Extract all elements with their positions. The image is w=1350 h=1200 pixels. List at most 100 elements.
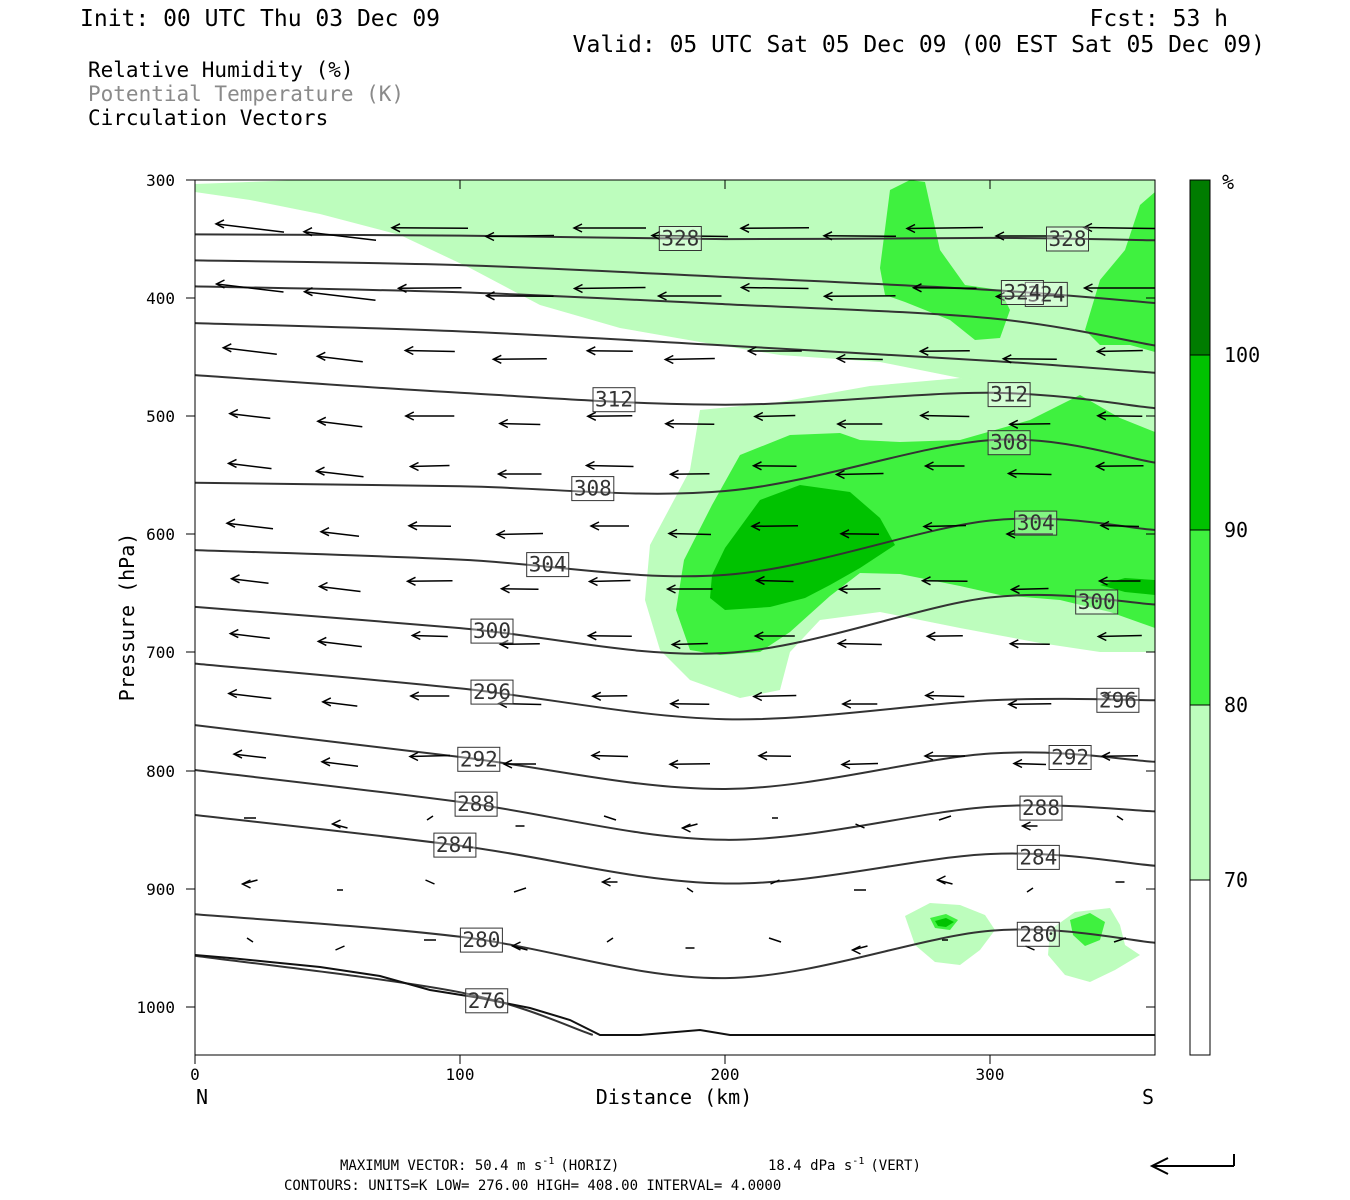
circulation-vector: [303, 230, 377, 242]
vector-arrowhead: [746, 346, 757, 356]
circulation-vector: [501, 588, 539, 591]
vector-arrowhead: [240, 879, 251, 889]
contour-label-text: 304: [529, 553, 567, 577]
circulation-vector: [1097, 349, 1143, 353]
contour-label-text: 280: [462, 928, 500, 952]
vector-arrowhead: [407, 521, 418, 531]
circulation-vector: [923, 524, 967, 528]
circulation-vector: [756, 579, 794, 583]
circulation-vector: [493, 358, 547, 361]
vector-arrowhead: [502, 759, 513, 769]
colorbar-bin-70-80: [1189, 704, 1211, 881]
contour-label-300: 300: [470, 618, 514, 644]
vector-arrowhead: [484, 231, 495, 242]
vector-arrowhead: [302, 287, 313, 297]
vector-arrowhead: [663, 354, 674, 365]
circulation-vector: [751, 525, 799, 528]
vector-arrowhead: [600, 877, 611, 887]
circulation-vector: [665, 423, 715, 426]
vector-arrowhead: [316, 636, 327, 647]
vector-arrowhead: [315, 351, 326, 361]
contour-label-box: [526, 552, 570, 578]
contour-label-box: [470, 679, 514, 705]
contour-label-308: 308: [571, 476, 615, 502]
circulation-vector: [1100, 524, 1140, 528]
circulation-vector: [391, 227, 469, 230]
vector-arrowhead: [330, 819, 341, 829]
contour-label-text: 304: [1017, 511, 1055, 535]
vector-arrowhead: [227, 688, 238, 699]
contour-label-292: 292: [1048, 745, 1092, 770]
circulation-vector: [317, 420, 363, 428]
vector-arrowhead: [319, 527, 330, 537]
valid-time: Valid: 05 UTC Sat 05 Dec 09 (00 EST Sat …: [573, 32, 1265, 58]
circulation-vector: [398, 287, 462, 290]
theta-contour-288: [195, 769, 1155, 841]
circulation-vector: [405, 349, 455, 353]
contour-label-text: 308: [990, 431, 1028, 455]
circulation-vector: [1003, 358, 1057, 361]
circulation-vector: [322, 701, 358, 707]
circulation-vector: [215, 223, 285, 233]
circulation-vector: [316, 470, 364, 478]
theta-contour-300: [195, 593, 1155, 655]
vector-arrowhead: [1094, 461, 1105, 471]
contour-label-text: 328: [661, 227, 699, 251]
contour-label-324: 324: [1024, 281, 1068, 307]
contour-label-text: 324: [1027, 282, 1065, 306]
contour-label-box: [1024, 281, 1068, 307]
y-tick-500: 500: [146, 407, 175, 426]
vector-arrowhead: [229, 574, 240, 584]
colorbar-label-70: 70: [1224, 868, 1248, 892]
circulation-vector: [425, 879, 435, 885]
contour-label-296: 296: [470, 679, 514, 705]
theta-contour-280: [195, 913, 1155, 980]
vector-arrowhead: [403, 345, 414, 356]
circulation-vector: [1026, 887, 1034, 893]
vector-arrowhead: [499, 584, 510, 594]
circulation-vector: [670, 703, 710, 706]
vector-arrowhead: [408, 751, 419, 762]
vector-arrowhead: [1008, 419, 1019, 429]
circulation-vector: [906, 226, 984, 230]
contour-label-box: [457, 746, 501, 772]
y-tick-400: 400: [146, 289, 175, 308]
vector-arrowhead: [994, 231, 1005, 241]
contour-label-328: 328: [1046, 226, 1089, 252]
circulation-vector: [318, 640, 362, 648]
vector-arrowhead: [650, 230, 661, 241]
vector-arrowhead: [586, 411, 597, 421]
colorbar-label-90: 90: [1224, 518, 1248, 542]
max-vector-vert-exp: -1: [852, 1156, 864, 1167]
vector-arrowhead: [587, 576, 598, 587]
circulation-vectors: [214, 219, 1155, 955]
vector-arrowhead: [591, 691, 602, 701]
vector-arrowhead: [1099, 520, 1110, 531]
vector-arrowhead: [410, 630, 421, 641]
contour-label-box: [465, 988, 509, 1014]
contour-label-300: 300: [1075, 589, 1119, 615]
circulation-vector: [672, 642, 708, 646]
vector-arrowhead: [317, 581, 328, 592]
vector-arrowhead: [670, 639, 681, 650]
contour-label-box: [454, 791, 498, 817]
circulation-vector: [754, 414, 796, 418]
vector-arrowhead: [510, 941, 521, 951]
circulation-vector: [753, 465, 797, 468]
circulation-vector: [1113, 937, 1127, 943]
circulation-vector: [588, 635, 632, 638]
vector-arrowhead: [923, 751, 934, 761]
circulation-vector: [228, 462, 272, 470]
theta-contour-316: [195, 322, 1155, 374]
vector-arrowhead: [1096, 631, 1107, 642]
contour-label-box: [987, 382, 1031, 408]
vector-arrowhead: [668, 759, 679, 769]
colorbar-bin-above-100: [1189, 179, 1211, 356]
contour-label-box: [470, 618, 514, 644]
rh-70-low-patch-1: [905, 903, 995, 965]
footer: MAXIMUM VECTOR: 50.4 m s-1 (HORIZ) 18.4 d…: [284, 1154, 1235, 1194]
vector-arrowhead: [680, 823, 691, 833]
contour-label-box: [987, 430, 1031, 456]
x-tick-200: 200: [711, 1065, 740, 1084]
